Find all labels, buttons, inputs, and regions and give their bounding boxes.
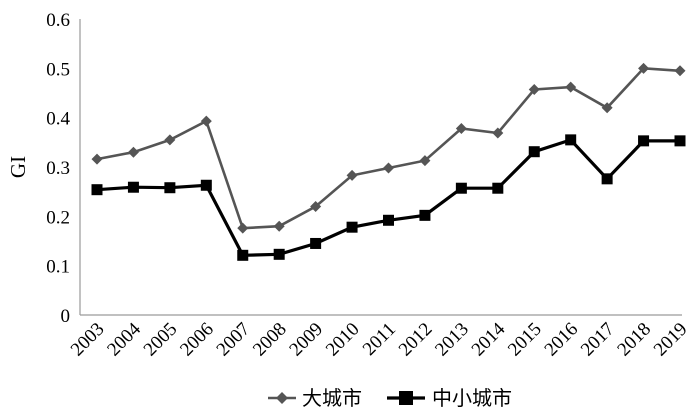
y-tick-label: 0.5 bbox=[46, 59, 70, 80]
square-data-point bbox=[419, 209, 431, 221]
x-tick-labels: 2003200420052006200720082009201020112012… bbox=[67, 318, 692, 360]
x-tick-label: 2016 bbox=[541, 319, 583, 361]
x-tick-label: 2003 bbox=[67, 319, 109, 361]
diamond-data-point bbox=[383, 162, 394, 174]
x-tick-label: 2018 bbox=[613, 319, 655, 361]
diamond-data-point bbox=[127, 146, 139, 158]
legend: 大城市 中小城市 bbox=[268, 386, 512, 410]
series-line bbox=[96, 138, 680, 257]
square-data-point bbox=[383, 214, 394, 226]
x-tick-label: 2006 bbox=[176, 319, 218, 361]
x-tick-label: 2019 bbox=[650, 319, 692, 361]
diamond-data-point bbox=[200, 115, 212, 127]
square-data-point bbox=[528, 146, 540, 158]
y-tick-label: 0.3 bbox=[46, 158, 70, 179]
y-tick-labels: 0 0.1 0.2 0.3 0.4 0.5 0.6 bbox=[46, 10, 70, 327]
diamond-data-point bbox=[638, 62, 650, 74]
y-tick-label: 0.4 bbox=[46, 109, 70, 130]
x-tick-label: 2017 bbox=[577, 319, 619, 361]
square-data-point bbox=[91, 184, 103, 196]
square-data-point bbox=[346, 221, 358, 233]
square-data-point bbox=[237, 249, 249, 261]
y-tick-label: 0 bbox=[61, 306, 71, 327]
diamond-data-point bbox=[674, 65, 686, 77]
x-tick-label: 2007 bbox=[213, 319, 255, 361]
diamond-data-point bbox=[528, 84, 540, 96]
legend-label: 大城市 bbox=[302, 386, 362, 410]
diamond-data-point bbox=[237, 222, 249, 234]
x-tick-label: 2012 bbox=[395, 319, 437, 361]
x-tick-label: 2014 bbox=[468, 318, 510, 360]
legend-diamond-marker bbox=[276, 392, 288, 404]
x-tick-label: 2010 bbox=[322, 319, 364, 361]
diamond-data-point bbox=[91, 153, 103, 165]
x-tick-label: 2008 bbox=[249, 319, 291, 361]
x-tick-label: 2004 bbox=[103, 318, 145, 360]
square-data-point bbox=[601, 173, 613, 185]
series-layer bbox=[91, 62, 686, 261]
x-tick-label: 2015 bbox=[504, 319, 546, 361]
diamond-data-point bbox=[601, 102, 613, 114]
diamond-data-point bbox=[164, 134, 176, 146]
square-data-point bbox=[164, 182, 176, 194]
diamond-data-point bbox=[565, 81, 577, 93]
square-data-point bbox=[492, 182, 504, 194]
y-axis-title: GI bbox=[6, 156, 30, 178]
diamond-data-point bbox=[419, 155, 431, 167]
y-tick-label: 0.6 bbox=[46, 10, 70, 31]
diamond-data-point bbox=[492, 127, 504, 139]
diamond-data-point bbox=[455, 123, 467, 135]
legend-item-1: 大城市 bbox=[268, 386, 362, 410]
diamond-data-point bbox=[310, 200, 322, 212]
legend-square-marker bbox=[399, 391, 413, 405]
x-tick-label: 2005 bbox=[140, 319, 182, 361]
square-data-point bbox=[455, 182, 467, 194]
series-2 bbox=[91, 134, 686, 261]
square-data-point bbox=[127, 181, 139, 193]
series-line bbox=[96, 66, 681, 230]
square-data-point bbox=[638, 135, 650, 147]
square-data-point bbox=[565, 134, 577, 146]
square-data-point bbox=[200, 179, 212, 191]
legend-item-2: 中小城市 bbox=[387, 386, 512, 410]
series-1 bbox=[91, 62, 686, 234]
square-data-point bbox=[273, 248, 285, 260]
x-tick-label: 2011 bbox=[359, 319, 400, 360]
square-data-point bbox=[310, 237, 322, 249]
x-tick-label: 2009 bbox=[285, 319, 327, 361]
x-tick-label: 2013 bbox=[431, 319, 473, 361]
legend-label: 中小城市 bbox=[432, 386, 512, 410]
y-tick-label: 0.2 bbox=[46, 207, 70, 228]
y-tick-label: 0.1 bbox=[46, 257, 70, 278]
diamond-data-point bbox=[346, 169, 358, 181]
square-data-point bbox=[674, 135, 686, 147]
diamond-data-point bbox=[273, 220, 285, 232]
